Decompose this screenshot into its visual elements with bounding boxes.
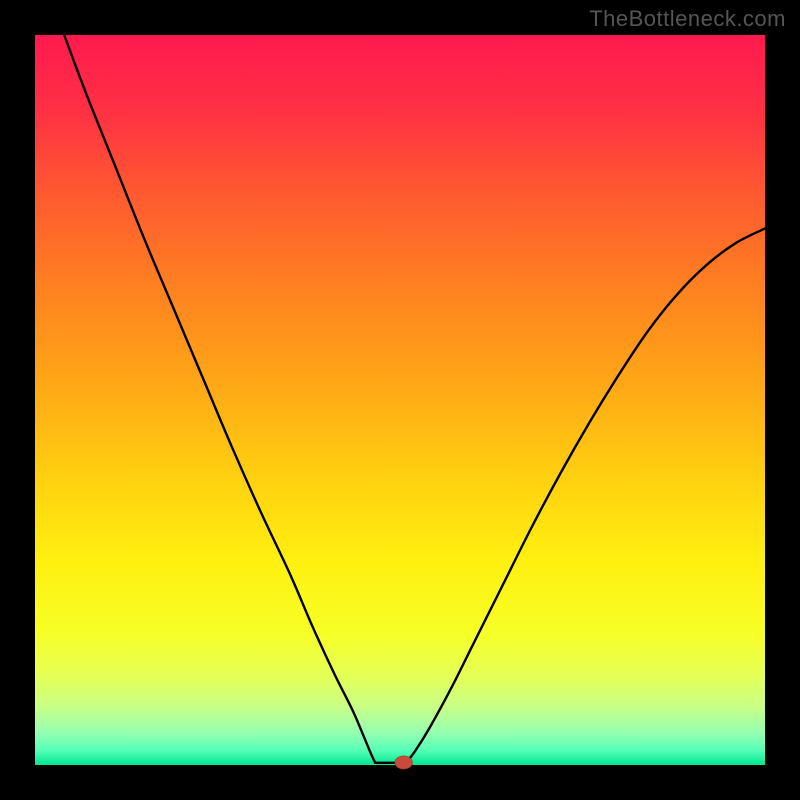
curve-right-branch (406, 228, 765, 762)
curve-left-branch (64, 35, 375, 763)
watermark-text: TheBottleneck.com (589, 6, 786, 32)
bottleneck-curve-layer (35, 35, 765, 765)
minimum-marker (395, 756, 413, 769)
plot-area (35, 35, 765, 765)
